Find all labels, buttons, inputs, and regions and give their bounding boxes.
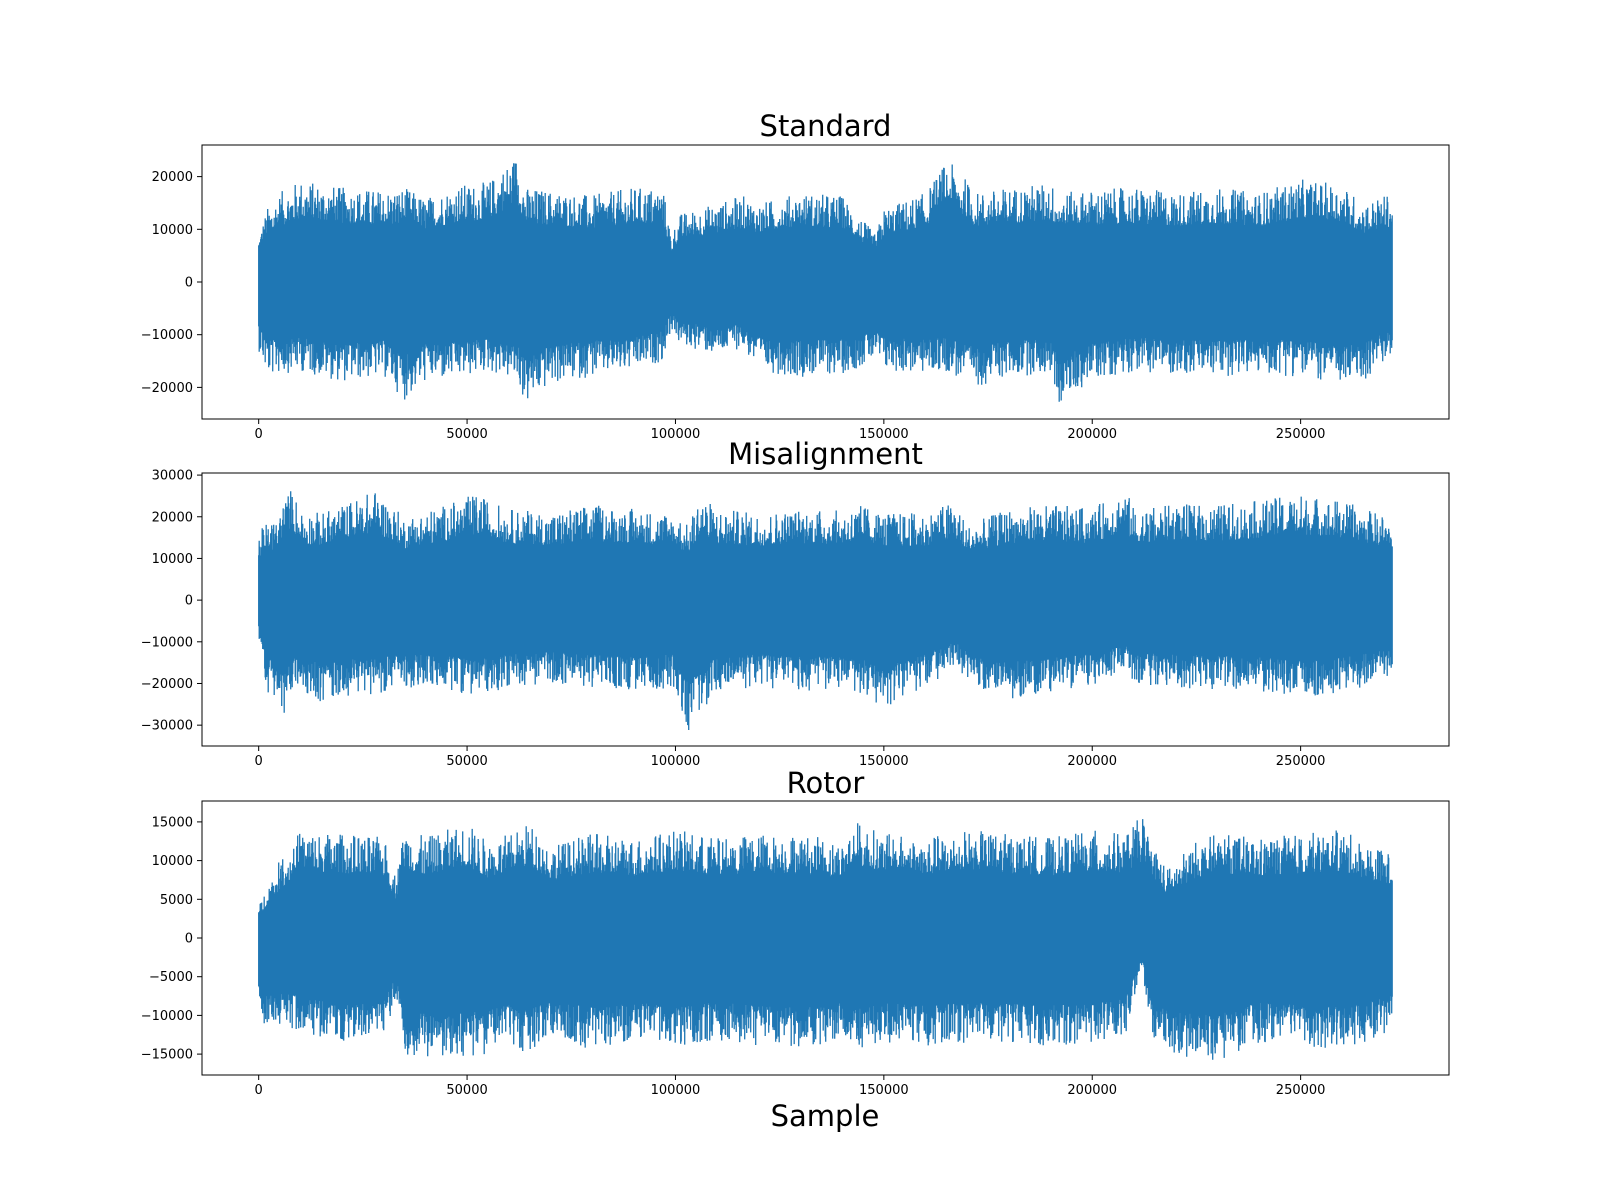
- panel-title-standard: Standard: [760, 109, 892, 143]
- signal-line-rotor: [258, 819, 1393, 1060]
- x-tick-label: 200000: [1067, 754, 1117, 769]
- y-tick-label: 10000: [152, 854, 193, 869]
- y-tick-label: 20000: [152, 510, 193, 525]
- panel-title-misalignment: Misalignment: [728, 437, 923, 471]
- y-tick-label: 15000: [152, 815, 193, 830]
- y-tick-label: −10000: [141, 328, 193, 343]
- x-tick-label: 50000: [446, 427, 487, 442]
- x-tick-label: 0: [255, 754, 263, 769]
- y-tick-label: −10000: [141, 635, 193, 650]
- x-tick-label: 200000: [1067, 1083, 1117, 1098]
- x-tick-label: 150000: [859, 427, 909, 442]
- panel-rotor: 0 50000 100000 150000 200000 2500001500010000…: [141, 766, 1450, 1098]
- y-tick-label: −20000: [141, 381, 193, 396]
- x-tick-label: 250000: [1276, 1083, 1326, 1098]
- y-tick-label: 0: [185, 594, 193, 609]
- x-tick-label: 0: [255, 427, 263, 442]
- x-tick-label: 100000: [651, 754, 701, 769]
- y-tick-label: −5000: [149, 970, 193, 985]
- y-tick-label: −10000: [141, 1009, 193, 1024]
- panel-misalignment: 0 50000 100000 150000 200000 2500003000020000…: [141, 437, 1450, 769]
- x-tick-label: 250000: [1276, 754, 1326, 769]
- x-tick-label: 150000: [859, 754, 909, 769]
- y-tick-label: 0: [185, 276, 193, 291]
- x-tick-label: 50000: [446, 754, 487, 769]
- y-tick-label: −20000: [141, 677, 193, 692]
- y-tick-label: −15000: [141, 1048, 193, 1063]
- x-tick-label: 50000: [446, 1083, 487, 1098]
- signal-line-standard: [258, 163, 1393, 402]
- y-tick-label: 10000: [152, 552, 193, 567]
- y-tick-label: 0: [185, 932, 193, 947]
- y-tick-label: 20000: [152, 170, 193, 185]
- y-tick-label: 5000: [160, 893, 193, 908]
- y-tick-label: 10000: [152, 223, 193, 238]
- y-tick-label: −30000: [141, 719, 193, 734]
- signal-line-misalignment: [258, 491, 1393, 731]
- x-axis-label: Sample: [771, 1099, 880, 1133]
- y-tick-label: 30000: [152, 469, 193, 484]
- panel-standard: 0 50000 100000 150000 200000 2500002000010000…: [141, 109, 1450, 442]
- x-tick-label: 100000: [651, 427, 701, 442]
- x-tick-label: 150000: [859, 1083, 909, 1098]
- axes-frame: [201, 472, 1450, 747]
- x-tick-label: 250000: [1276, 427, 1326, 442]
- panel-title-rotor: Rotor: [787, 766, 865, 800]
- x-tick-label: 100000: [651, 1083, 701, 1098]
- x-tick-label: 0: [255, 1083, 263, 1098]
- x-tick-label: 200000: [1067, 427, 1117, 442]
